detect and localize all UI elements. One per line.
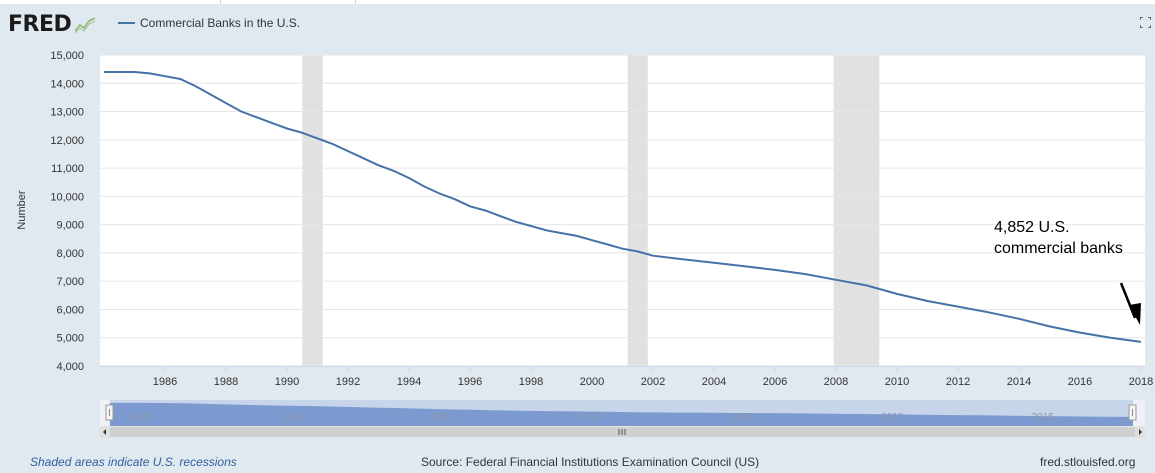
fred-logo-group[interactable]: FRED <box>8 12 97 37</box>
tab-divider <box>220 0 221 4</box>
y-tick-label: 13,000 <box>50 107 84 119</box>
navigator-series-area <box>110 402 1133 426</box>
site-link[interactable]: fred.stlouisfed.org <box>1040 455 1136 469</box>
x-tick-label: 2014 <box>1007 376 1031 388</box>
y-tick-label: 6,000 <box>56 304 84 316</box>
x-tick-label: 1990 <box>275 376 299 388</box>
x-tick-label: 1996 <box>458 376 482 388</box>
top-tab-strip <box>0 0 1155 4</box>
x-axis-ticks: 1986 1988 1990 1992 1994 1996 1998 2000 2002 2004… <box>100 366 1153 388</box>
navigator-year-label: 1985 <box>129 412 152 423</box>
recession-band <box>302 55 323 366</box>
y-axis-title: Number <box>16 190 28 229</box>
arrow-right-icon[interactable] <box>1135 426 1145 438</box>
y-axis-ticks: 4,000 5,000 6,000 7,000 8,000 9,000 10,000 11,0… <box>50 50 84 373</box>
x-tick-label: 1992 <box>336 376 360 388</box>
y-tick-label: 7,000 <box>56 276 84 288</box>
x-tick-label: 1986 <box>153 376 177 388</box>
x-tick-label: 2002 <box>641 376 665 388</box>
x-tick-label: 2004 <box>702 376 726 388</box>
range-navigator[interactable]: 1985 1990 1995 2000 2005 2010 2015 <box>100 400 1145 440</box>
chart-area: 4,000 5,000 6,000 7,000 8,000 9,000 10,000 11,0… <box>16 50 1153 388</box>
series-line[interactable] <box>104 71 1142 343</box>
y-tick-label: 12,000 <box>50 135 84 147</box>
y-tick-label: 8,000 <box>56 248 84 260</box>
navigator-year-label: 2000 <box>580 412 603 423</box>
source-text: Source: Federal Financial Institutions E… <box>421 455 760 469</box>
y-tick-label: 9,000 <box>56 220 84 232</box>
y-tick-label: 14,000 <box>50 78 84 90</box>
x-tick-label: 1988 <box>214 376 238 388</box>
y-tick-label: 5,000 <box>56 333 84 345</box>
recession-band <box>833 55 880 366</box>
y-tick-label: 11,000 <box>51 163 84 175</box>
navigator-year-label: 2010 <box>881 412 904 423</box>
x-tick-label: 2012 <box>946 376 970 388</box>
x-tick-label: 2008 <box>824 376 848 388</box>
grid-lines <box>100 54 1145 367</box>
recession-band <box>627 55 648 366</box>
scroll-grip-icon <box>618 429 626 435</box>
x-tick-label: 2006 <box>763 376 787 388</box>
recession-bands <box>302 55 880 366</box>
plot-background <box>100 55 1145 366</box>
annotation-line-1: 4,852 U.S. <box>994 219 1070 236</box>
x-tick-label: 2000 <box>580 376 604 388</box>
chart-legend: Commercial Banks in the U.S. <box>118 16 300 30</box>
tab-divider <box>355 0 356 4</box>
x-tick-label: 2016 <box>1068 376 1092 388</box>
navigator-year-label: 2005 <box>731 412 754 423</box>
x-tick-label: 1998 <box>519 376 543 388</box>
annotation-line-2: commercial banks <box>994 240 1123 257</box>
annotation-arrow <box>1119 282 1141 325</box>
annotation-text: 4,852 U.S. commercial banks <box>994 217 1123 259</box>
y-tick-label: 15,000 <box>50 50 84 62</box>
arrow-left-icon[interactable] <box>100 426 110 438</box>
fred-logo: FRED <box>8 12 72 37</box>
x-tick-label: 2018 <box>1129 376 1153 388</box>
navigator-year-label: 2015 <box>1032 412 1055 423</box>
navigator-year-labels: 1985 1990 1995 2000 2005 2010 2015 <box>129 412 1054 423</box>
fred-graph-icon <box>74 16 96 33</box>
x-tick-label: 1994 <box>397 376 421 388</box>
legend-label: Commercial Banks in the U.S. <box>140 16 301 30</box>
y-tick-label: 10,000 <box>50 191 84 203</box>
y-tick-label: 4,000 <box>56 361 84 373</box>
navigator-year-label: 1995 <box>430 412 453 423</box>
navigator-year-label: 1990 <box>279 412 302 423</box>
legend-swatch <box>118 22 135 24</box>
x-tick-label: 2010 <box>885 376 909 388</box>
recession-note: Shaded areas indicate U.S. recessions <box>30 455 237 469</box>
